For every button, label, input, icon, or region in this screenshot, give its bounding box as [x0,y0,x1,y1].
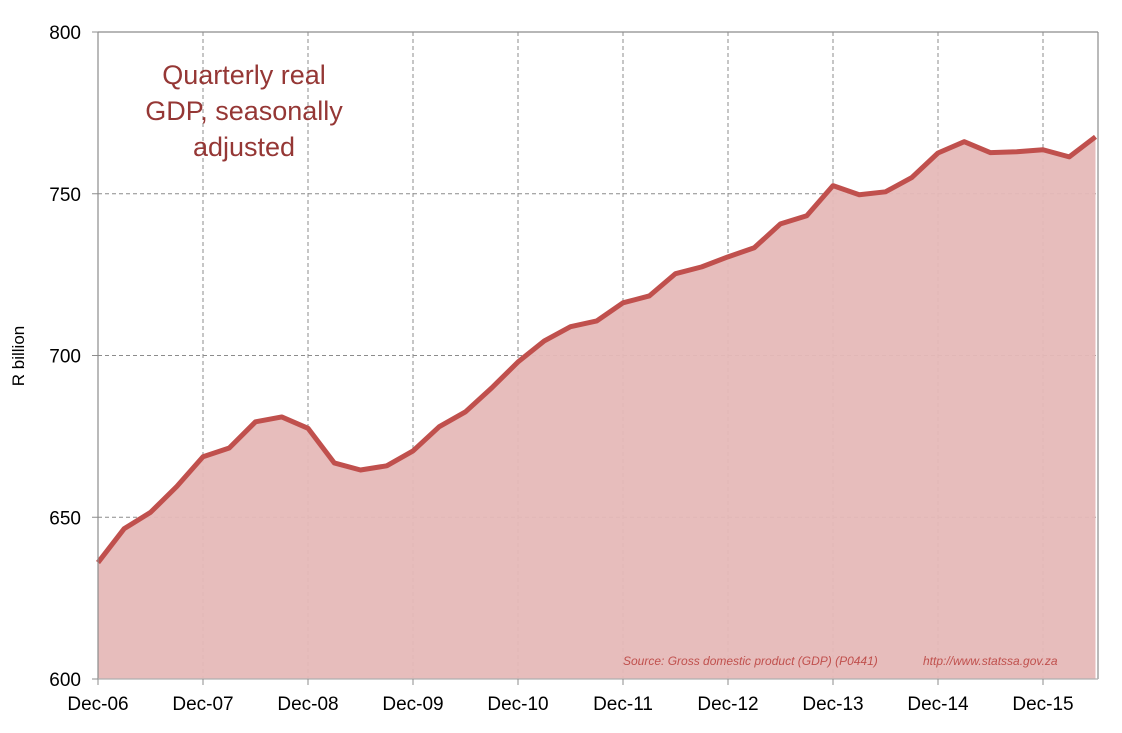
y-axis-ticks: 600 650 700 750 800 [49,23,98,691]
data-point [883,189,888,194]
data-point [542,338,547,343]
data-point [1067,154,1072,159]
data-point [516,359,521,364]
data-point [988,150,993,155]
data-point [621,300,626,305]
data-point [227,446,232,451]
data-point [437,424,442,429]
data-point [463,409,468,414]
x-tick-label: Dec-11 [593,694,653,715]
data-point [306,426,311,431]
chart-title-line-2: GDP, seasonally [145,96,343,126]
x-axis-ticks: Dec-06 Dec-07 Dec-08 Dec-09 Dec-10 Dec-11 Dec-… [67,679,1074,715]
data-point [909,175,914,180]
x-tick-label: Dec-13 [802,694,863,715]
data-point [1093,134,1098,139]
x-tick-label: Dec-15 [1012,694,1073,715]
data-point [411,448,416,453]
data-point [594,318,599,323]
data-point [726,254,731,259]
y-axis-title: R billion [9,326,28,386]
data-point [279,414,284,419]
x-tick-label: Dec-09 [382,694,443,715]
data-point [831,183,836,188]
y-tick-label: 800 [49,23,81,44]
data-point [1041,147,1046,152]
x-tick-label: Dec-07 [172,694,233,715]
data-point [857,192,862,197]
y-tick-label: 700 [49,347,81,368]
data-point [489,385,494,390]
data-point [673,271,678,276]
x-tick-label: Dec-10 [487,694,548,715]
data-point [752,245,757,250]
x-tick-label: Dec-12 [697,694,758,715]
source-note: Source: Gross domestic product (GDP) (P0… [623,654,878,668]
data-point [647,293,652,298]
data-point [699,264,704,269]
data-point [253,419,258,424]
x-tick-label: Dec-08 [277,694,338,715]
data-point [201,454,206,459]
x-tick-label: Dec-14 [907,694,969,715]
chart-title-line-1: Quarterly real [162,60,326,90]
series-area-fill [98,136,1096,680]
y-tick-label: 600 [49,670,81,691]
y-tick-label: 750 [49,185,81,206]
data-point [174,484,179,489]
data-point [358,468,363,473]
y-tick-label: 650 [49,508,81,529]
x-tick-label: Dec-06 [67,694,128,715]
chart-title: Quarterly real GDP, seasonally adjusted [145,60,343,162]
data-point [332,460,337,465]
chart-title-line-3: adjusted [193,132,295,162]
data-point [122,526,127,531]
data-point [96,560,101,565]
data-point [778,221,783,226]
data-point [1014,149,1019,154]
data-point [962,139,967,144]
data-point [384,463,389,468]
series-line [96,134,1098,565]
data-point [804,213,809,218]
source-url[interactable]: http://www.statssa.gov.za [923,654,1058,668]
data-point [148,510,153,515]
data-point [936,150,941,155]
data-point [568,324,573,329]
